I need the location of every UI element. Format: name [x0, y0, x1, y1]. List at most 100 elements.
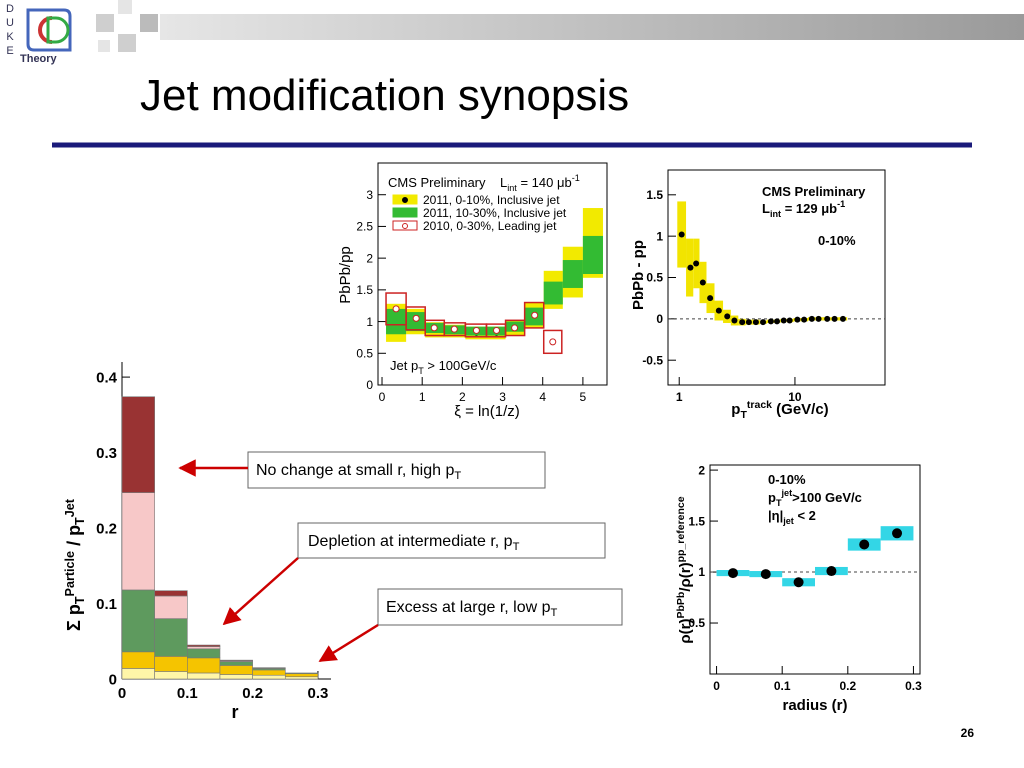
- header-bar: [160, 14, 1024, 40]
- x-tick-label: 1: [419, 390, 426, 404]
- data-point: [739, 319, 746, 326]
- annotation-part: = 140 μb: [517, 175, 572, 190]
- annotation-part: -1: [837, 199, 845, 209]
- x-axis-label: ξ = ln(1/z): [454, 403, 520, 420]
- logo-letter: K: [6, 31, 14, 43]
- callout-text-part: T: [551, 607, 558, 619]
- data-point: [815, 315, 822, 322]
- annotation-part: int: [507, 183, 517, 193]
- callout-text-part: T: [513, 541, 520, 553]
- legend-label: 2011, 10-30%, Inclusive jet: [423, 206, 567, 220]
- callout-text: Excess at large r, low pT: [386, 599, 558, 619]
- hist-segment: [154, 656, 188, 672]
- x-tick-label: 1: [676, 390, 683, 404]
- annotation-part: >100 GeV/c: [792, 490, 862, 505]
- x-tick-label: 0.2: [839, 679, 856, 693]
- annotation-part: int: [770, 209, 781, 219]
- x-tick-label: 3: [499, 390, 506, 404]
- logo-letter: D: [6, 3, 14, 15]
- page-number: 26: [961, 726, 975, 740]
- data-point: [859, 539, 870, 550]
- annotation-part: = 129 μb: [781, 201, 837, 216]
- x-axis-label-part: track: [747, 399, 772, 411]
- error-band: [542, 329, 563, 355]
- y-tick-label: 1.5: [646, 188, 663, 202]
- hist-segment: [187, 648, 221, 659]
- data-point: [774, 318, 781, 325]
- annotation: Lint = 140 μb-1: [500, 173, 580, 193]
- callout-text: Depletion at intermediate r, pT: [308, 533, 520, 553]
- y-axis-label-part: Jet: [63, 498, 77, 517]
- x-axis-label: pTtrack (GeV/c): [731, 399, 828, 421]
- data-point: [752, 319, 759, 326]
- data-point: [839, 315, 846, 322]
- x-tick-label: 0.3: [905, 679, 922, 693]
- y-axis-label: PbPb - pp: [630, 240, 647, 310]
- y-tick-label: 0.5: [688, 616, 705, 630]
- annotation-part: T: [418, 366, 424, 376]
- error-band: [386, 308, 407, 335]
- y-tick-label: 2: [698, 463, 705, 477]
- callout-text-part: Excess at large r, low p: [386, 599, 551, 616]
- error-band: [562, 260, 583, 288]
- annotation-part: T: [776, 498, 782, 508]
- data-point: [450, 325, 458, 333]
- annotation-part: < 2: [794, 508, 816, 523]
- legend-label: 2011, 0-10%, Inclusive jet: [423, 193, 560, 207]
- annotation: Lint = 129 μb-1: [762, 199, 845, 219]
- callout-text-part: Depletion at intermediate r, p: [308, 533, 513, 550]
- x-tick-label: 0.2: [242, 685, 263, 702]
- y-tick-label: 0: [109, 671, 117, 688]
- data-point: [430, 324, 438, 332]
- hist-segment: [219, 674, 253, 680]
- hist-segment: [154, 590, 188, 597]
- data-point: [727, 568, 738, 579]
- annotation: CMS Preliminary: [762, 184, 866, 199]
- x-tick-label: 0.1: [774, 679, 791, 693]
- data-point: [760, 569, 771, 580]
- hist-segment: [187, 657, 221, 674]
- slide-title: Jet modification synopsis: [140, 71, 629, 120]
- data-point: [715, 307, 722, 314]
- y-tick-label: 0.4: [96, 369, 118, 386]
- x-tick-label: 0: [713, 679, 720, 693]
- x-tick-label: 0.1: [177, 685, 198, 702]
- data-point: [699, 279, 706, 286]
- y-tick-label: -0.5: [642, 353, 663, 367]
- y-axis-label-part: /ρ(r): [677, 562, 694, 591]
- data-point: [392, 305, 400, 313]
- error-band: [582, 235, 603, 274]
- x-tick-label: 0: [379, 390, 386, 404]
- annotation: CMS Preliminary: [388, 175, 486, 190]
- data-point: [826, 566, 837, 577]
- header-squares: [96, 0, 158, 52]
- hist-segment: [121, 589, 155, 653]
- callout-text-part: T: [454, 470, 461, 482]
- hist-segment: [187, 672, 221, 680]
- legend-marker: [402, 197, 408, 203]
- annotation: pTjet>100 GeV/c: [768, 488, 862, 508]
- hist-segment: [219, 661, 253, 666]
- data-point: [731, 317, 738, 324]
- annotation-part: jet: [782, 516, 794, 526]
- error-band: [543, 281, 563, 305]
- data-point: [678, 231, 685, 238]
- annotation-part: CMS Preliminary: [388, 175, 486, 190]
- annotation-part: Jet p: [390, 358, 418, 373]
- y-axis-label-part: Particle: [63, 551, 77, 597]
- y-axis-label: Σ pTParticle / pTJet: [63, 498, 87, 631]
- hist-segment: [284, 673, 319, 678]
- hist-segment: [154, 618, 188, 657]
- annotation: 0-10%: [768, 472, 806, 487]
- callout-text: No change at small r, high pT: [256, 462, 461, 482]
- x-tick-label: 2: [459, 390, 466, 404]
- annotation-part: 0-10%: [768, 472, 806, 487]
- y-axis-label-part: T: [73, 596, 87, 604]
- x-axis-label-part: radius (r): [782, 697, 847, 714]
- hist-segment: [121, 492, 155, 591]
- data-point: [780, 317, 787, 324]
- x-axis-label-part: r: [231, 702, 238, 722]
- y-tick-label: 1: [366, 315, 373, 329]
- data-point: [493, 326, 501, 334]
